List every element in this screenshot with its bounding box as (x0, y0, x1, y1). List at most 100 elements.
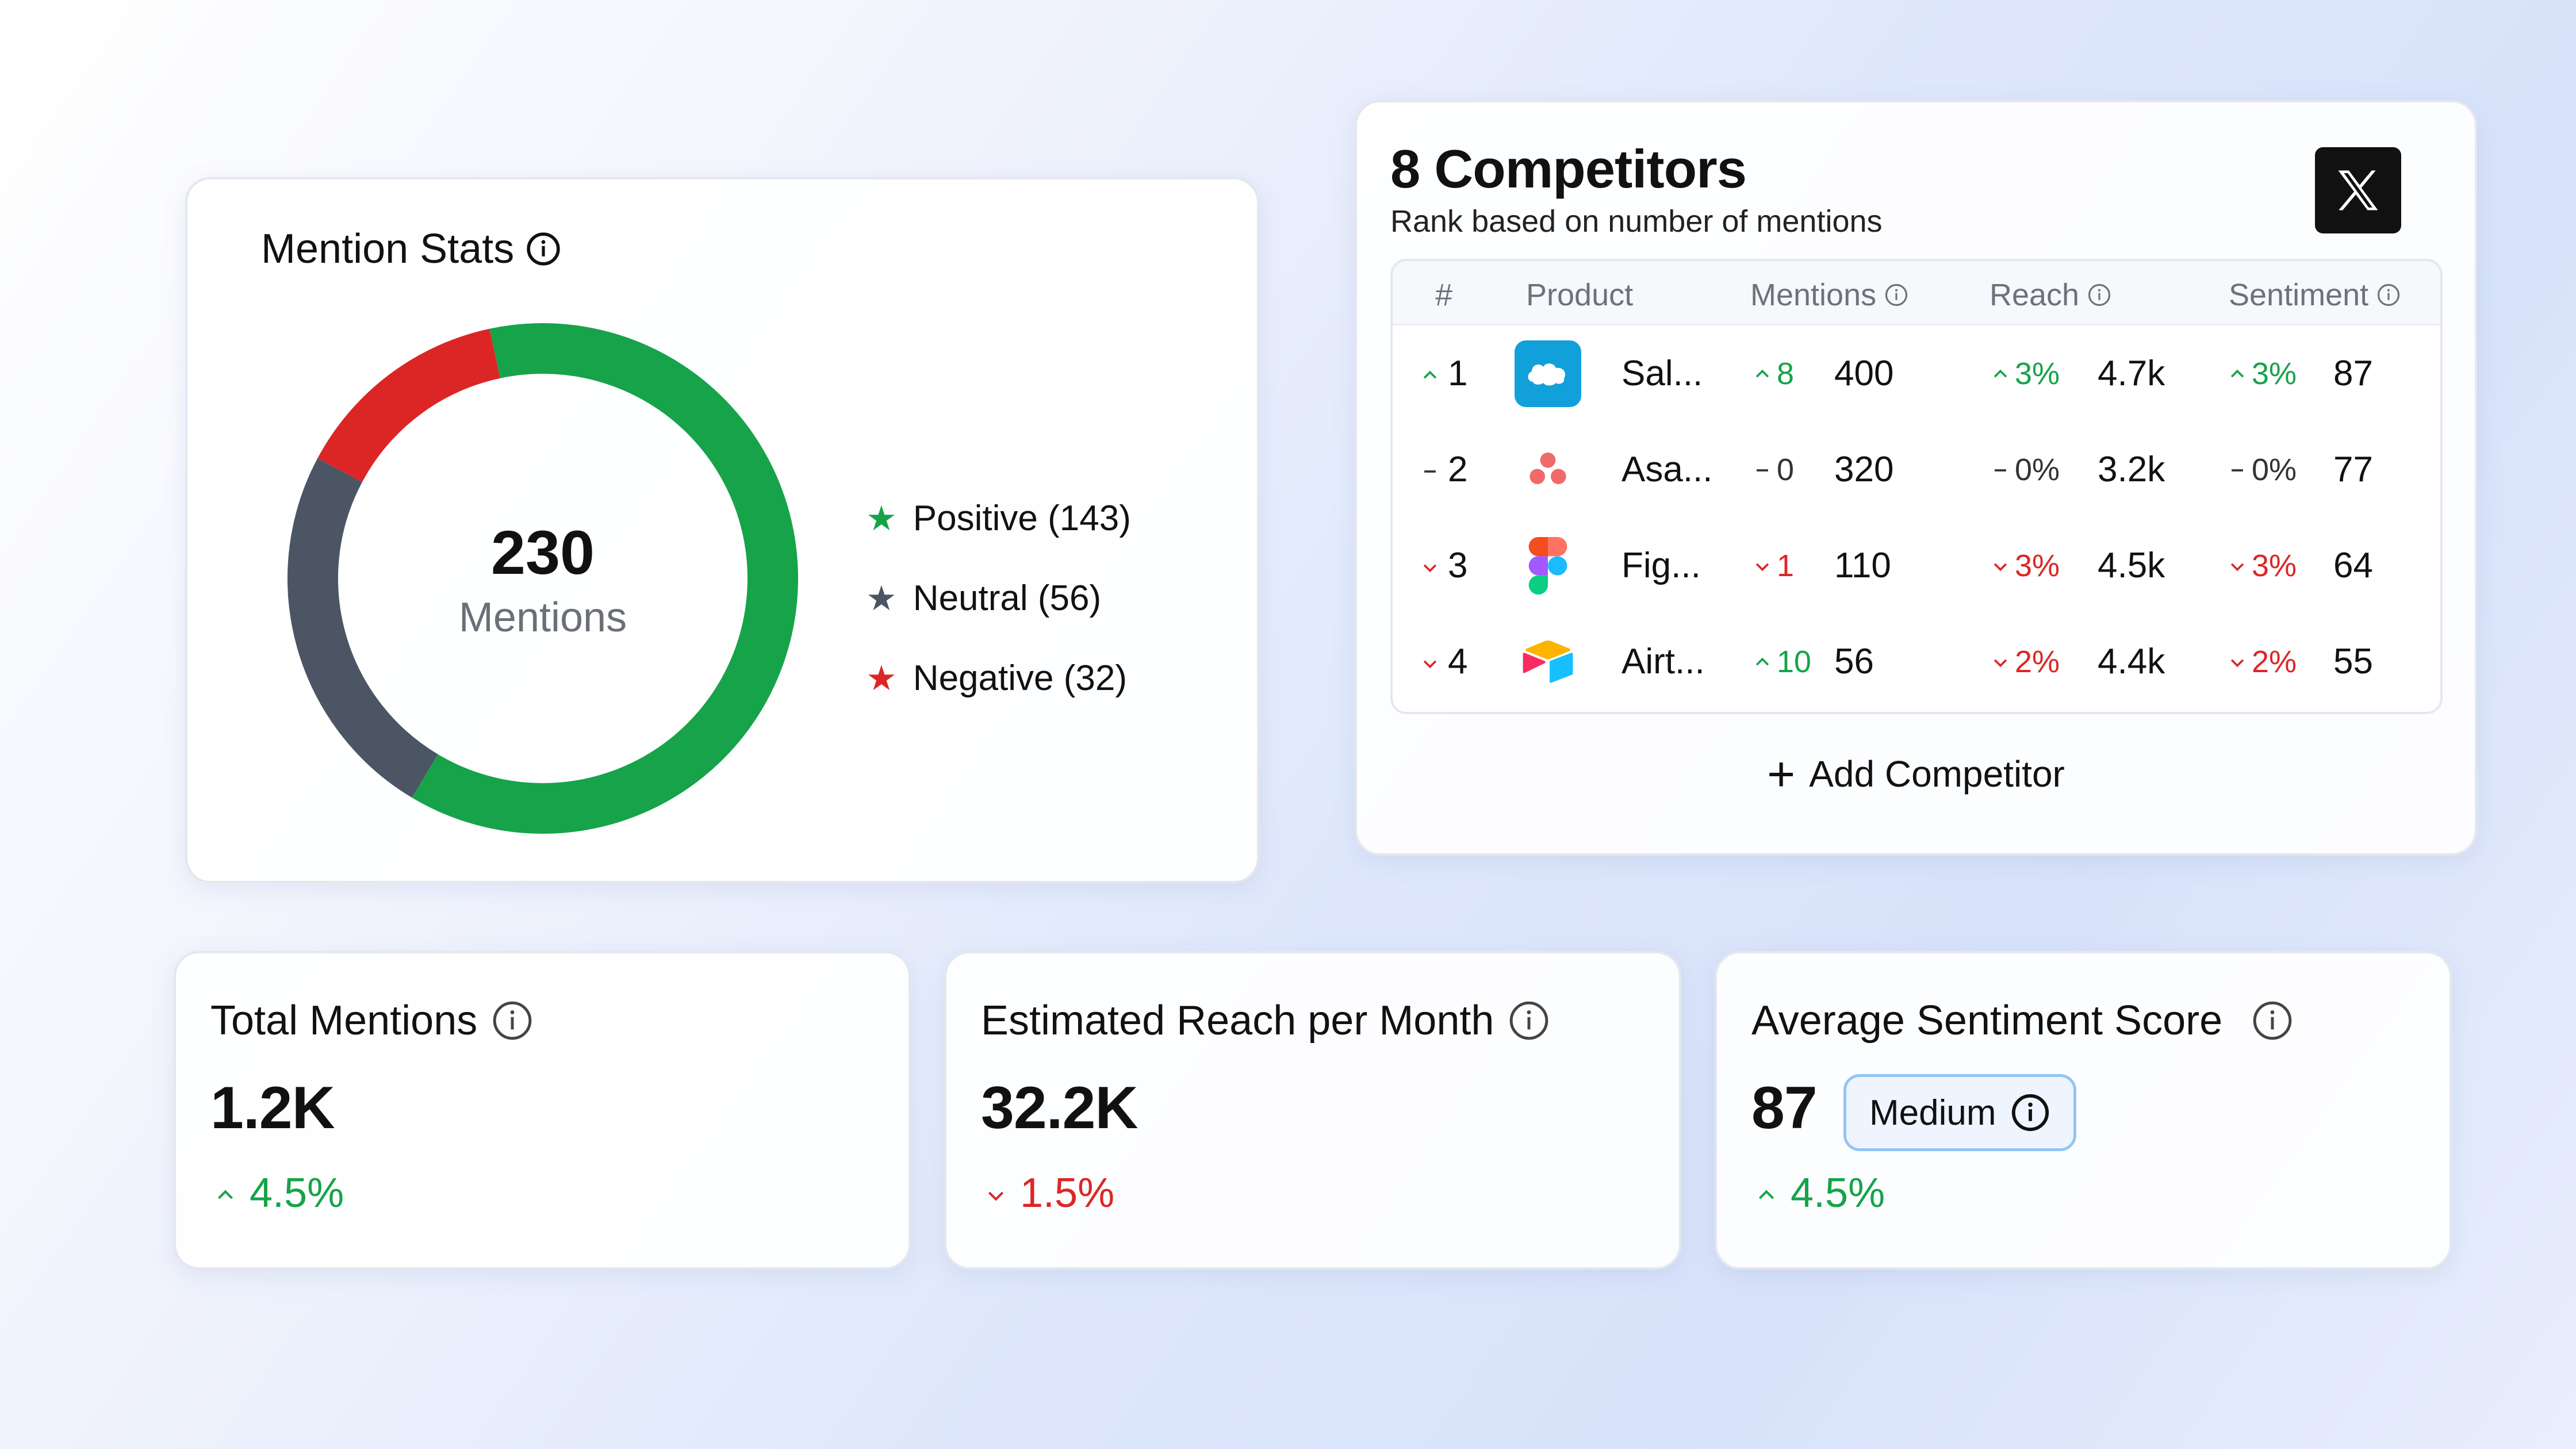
info-icon[interactable] (1884, 283, 1908, 307)
product-name[interactable]: Sal... (1621, 354, 1703, 393)
header-product[interactable]: Product (1526, 277, 1633, 313)
info-icon[interactable] (491, 999, 534, 1042)
header-reach[interactable]: Reach (1989, 277, 2111, 313)
total-mentions-card: Total Mentions 1.2K 4.5% (174, 951, 911, 1270)
average-sentiment-card: Average Sentiment Score 87 Medium 4.5% (1715, 951, 2452, 1270)
reach-delta-value: 2% (2015, 644, 2060, 679)
total-mentions-count: 230 (490, 517, 595, 587)
sentiment-delta: 0% (2228, 421, 2297, 518)
dash-icon (1753, 452, 1772, 488)
figma-logo (1515, 518, 1581, 614)
mentions-delta: 1 (1753, 518, 1794, 614)
competitors-title: 8 Competitors (1390, 139, 1747, 199)
mentions-value: 400 (1834, 354, 1894, 393)
rank-value: 3 (1448, 546, 1468, 585)
kpi-delta-value: 4.5% (250, 1170, 344, 1216)
mentions-delta-value: 10 (1777, 644, 1812, 679)
product-name[interactable]: Airt... (1621, 642, 1705, 681)
info-icon[interactable] (2087, 283, 2111, 307)
header-mentions-label: Mentions (1750, 278, 1877, 312)
sentiment-delta: 2% (2228, 614, 2297, 710)
donut-segment-positive[interactable] (412, 323, 798, 834)
rank-cell: 4 (1420, 614, 1467, 710)
plus-icon: + (1767, 747, 1796, 801)
header-mentions[interactable]: Mentions (1750, 277, 1908, 313)
mention-donut-chart (288, 323, 798, 834)
sentiment-delta-value: 3% (2252, 548, 2297, 583)
legend-neutral-label: Neutral (56) (913, 578, 1102, 618)
kpi-delta: 1.5% (984, 1170, 1114, 1217)
kpi-title: Average Sentiment Score (1751, 997, 2294, 1044)
add-competitor-button[interactable]: + Add Competitor (1357, 750, 2475, 798)
donut-segment-neutral[interactable] (288, 458, 438, 798)
reach-value: 4.4k (2098, 642, 2165, 681)
info-icon[interactable] (526, 231, 561, 267)
table-header: # Product Mentions Reach Sentiment (1393, 261, 2440, 325)
reach-delta: 0% (1991, 421, 2060, 518)
table-row[interactable]: 2 Asa... 0 320 0% 3.2k 0% 77 (1393, 421, 2440, 518)
mentions-delta: 0 (1753, 421, 1794, 518)
sentiment-value: 87 (2333, 354, 2373, 393)
salesforce-logo (1515, 325, 1581, 421)
star-icon: ★ (866, 658, 897, 697)
product-name[interactable]: Fig... (1621, 546, 1701, 585)
table-row[interactable]: 1 Sal... 8 400 3% 4.7k 3% 87 (1393, 325, 2440, 421)
rank-value: 2 (1448, 450, 1468, 489)
sentiment-delta-value: 0% (2252, 452, 2297, 487)
star-icon: ★ (866, 499, 897, 538)
chevron-up-icon (1991, 356, 2010, 392)
info-icon[interactable] (2376, 283, 2401, 307)
airtable-logo (1515, 614, 1581, 710)
chevron-up-icon (214, 1170, 237, 1217)
x-logo-icon[interactable] (2315, 147, 2401, 233)
chevron-down-icon (1991, 644, 2010, 680)
mentions-value: 110 (1834, 546, 1891, 585)
sentiment-value: 55 (2333, 642, 2373, 681)
reach-delta: 3% (1991, 325, 2060, 421)
chevron-down-icon (2228, 548, 2247, 584)
sentiment-level-badge[interactable]: Medium (1843, 1074, 2076, 1151)
kpi-title-text: Estimated Reach per Month (981, 998, 1494, 1044)
header-rank: # (1435, 278, 1453, 312)
chevron-down-icon (1991, 548, 2010, 584)
sentiment-delta: 3% (2228, 518, 2297, 614)
add-competitor-label: Add Competitor (1809, 753, 2065, 795)
rank-cell: 2 (1420, 421, 1467, 518)
chevron-up-icon (1753, 356, 1772, 392)
kpi-value: 87 (1751, 1075, 1818, 1141)
kpi-title-text: Average Sentiment Score (1751, 998, 2223, 1044)
chevron-up-icon (1420, 353, 1440, 394)
chevron-down-icon (1753, 548, 1772, 584)
reach-delta-value: 3% (2015, 356, 2060, 391)
header-reach-label: Reach (1989, 278, 2080, 312)
table-row[interactable]: 4 Airt... 10 56 2% 4.4k 2% 55 (1393, 614, 2440, 710)
competitors-subtitle: Rank based on number of mentions (1390, 204, 1883, 239)
competitors-card: 8 Competitors Rank based on number of me… (1355, 100, 2477, 856)
mentions-delta-value: 8 (1777, 356, 1795, 391)
dash-icon (1420, 449, 1440, 490)
legend-neutral: ★ Neutral (56) (866, 558, 1131, 638)
table-row[interactable]: 3 Fig... 1 110 3% 4.5k 3% 64 (1393, 518, 2440, 614)
product-name[interactable]: Asa... (1621, 450, 1713, 489)
kpi-value: 1.2K (210, 1075, 335, 1141)
rank-cell: 3 (1420, 518, 1467, 614)
info-icon[interactable] (2010, 1092, 2050, 1133)
info-icon[interactable] (1508, 999, 1550, 1042)
kpi-value: 32.2K (981, 1075, 1138, 1141)
competitors-table: # Product Mentions Reach Sentiment 1 Sal.… (1390, 259, 2443, 714)
reach-delta: 3% (1991, 518, 2060, 614)
chevron-down-icon (2228, 644, 2247, 680)
header-sentiment[interactable]: Sentiment (2229, 277, 2401, 313)
rank-value: 4 (1448, 642, 1468, 681)
chevron-down-icon (1420, 545, 1440, 586)
estimated-reach-card: Estimated Reach per Month 32.2K 1.5% (944, 951, 1681, 1270)
legend-positive-label: Positive (143) (913, 499, 1131, 538)
mention-stats-title-text: Mention Stats (261, 226, 515, 272)
reach-delta-value: 3% (2015, 548, 2060, 583)
dash-icon (1991, 452, 2010, 488)
rank-cell: 1 (1420, 325, 1467, 421)
donut-segment-negative[interactable] (317, 328, 501, 482)
mentions-delta-value: 1 (1777, 548, 1795, 583)
total-mentions-label: Mentions (458, 594, 627, 641)
info-icon[interactable] (2251, 999, 2294, 1042)
